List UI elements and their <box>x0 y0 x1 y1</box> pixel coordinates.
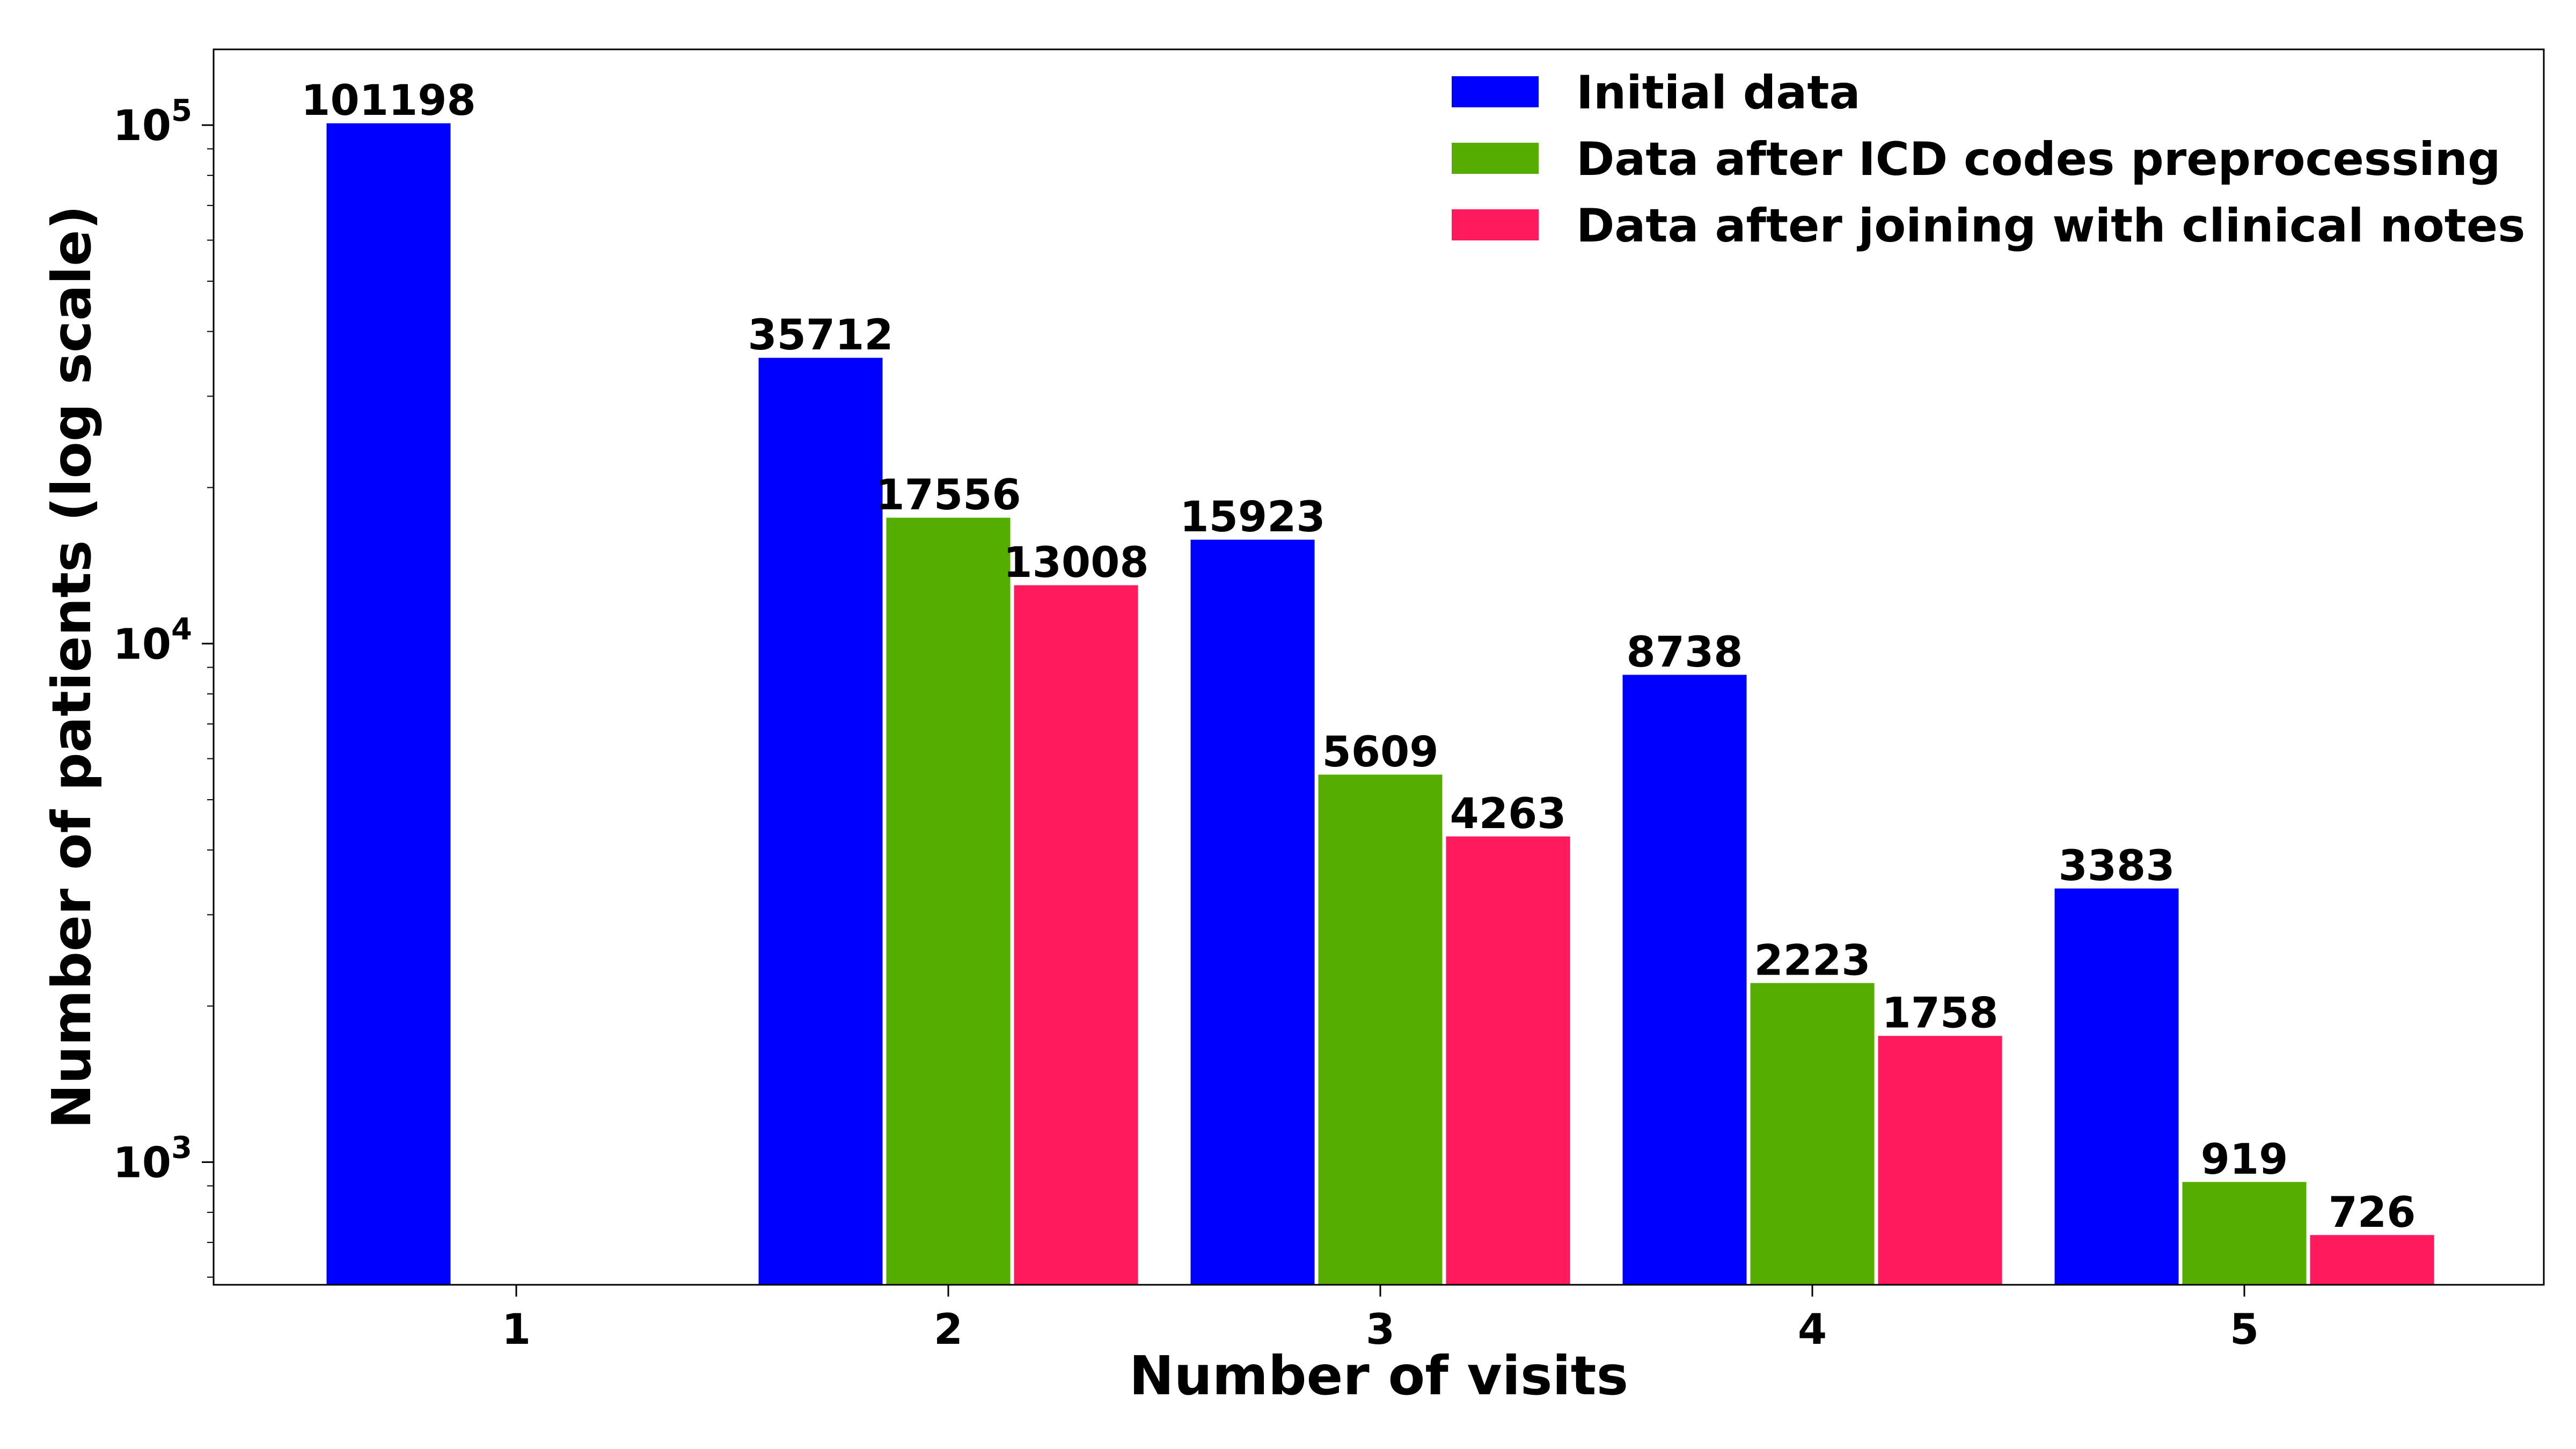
y-tick-label: 104 <box>113 612 192 669</box>
legend-label: Data after joining with clinical notes <box>1576 199 2525 253</box>
bars-group <box>325 121 2436 1286</box>
legend-swatch <box>1452 143 1539 174</box>
bar-value-label: 13008 <box>1003 539 1148 587</box>
bar-series1-visits-3 <box>1189 538 1316 1286</box>
x-axis-title: Number of visits <box>1129 1344 1628 1407</box>
bar-series3-visits-5 <box>2308 1233 2436 1286</box>
bar-series2-visits-4 <box>1748 981 1876 1286</box>
bar-series3-visits-4 <box>1876 1034 2004 1286</box>
bar-value-label: 17556 <box>875 471 1021 519</box>
legend-swatch <box>1452 76 1539 107</box>
bar-value-label: 919 <box>2201 1136 2288 1184</box>
y-tick-exponent: 4 <box>171 612 192 647</box>
bar-series1-visits-1 <box>325 121 452 1286</box>
bar-series3-visits-2 <box>1012 583 1140 1286</box>
bar-value-label: 2223 <box>1754 936 1870 985</box>
bar-value-label: 4263 <box>1450 790 1566 838</box>
legend-swatch <box>1452 209 1539 240</box>
y-tick-exponent: 5 <box>171 93 192 128</box>
bar-series2-visits-3 <box>1316 773 1444 1286</box>
bar-series3-visits-3 <box>1444 835 1572 1286</box>
bar-value-label: 8738 <box>1626 628 1743 677</box>
bar-value-label: 35712 <box>748 311 893 360</box>
bar-value-label: 101198 <box>301 77 476 125</box>
y-tick-base: 10 <box>113 1139 171 1187</box>
bar-value-label: 5609 <box>1322 728 1438 777</box>
bar-series1-visits-4 <box>1621 673 1748 1286</box>
bar-series1-visits-2 <box>757 356 884 1286</box>
bar-series2-visits-2 <box>884 516 1012 1286</box>
bar-series2-visits-5 <box>2180 1180 2308 1286</box>
y-tick-label: 105 <box>113 93 192 150</box>
legend-label: Data after ICD codes preprocessing <box>1576 133 2501 186</box>
bar-series1-visits-5 <box>2053 887 2180 1286</box>
bar-value-label: 1758 <box>1882 990 1998 1038</box>
x-tick-label: 3 <box>1366 1306 1395 1354</box>
bar-value-label: 3383 <box>2058 842 2175 890</box>
y-tick-base: 10 <box>113 620 171 669</box>
bar-value-label: 15923 <box>1180 493 1325 541</box>
x-tick-label: 1 <box>502 1306 531 1354</box>
legend-label: Initial data <box>1576 66 1860 120</box>
bar-value-label: 726 <box>2329 1189 2416 1237</box>
x-tick-label: 2 <box>934 1306 963 1354</box>
x-tick-label: 5 <box>2230 1306 2259 1354</box>
y-tick-base: 10 <box>113 102 171 150</box>
y-tick-label: 103 <box>113 1130 192 1187</box>
x-axis: 1 2 3 4 5 <box>502 1285 2259 1354</box>
plot-frame <box>213 48 2545 1286</box>
y-tick-exponent: 3 <box>171 1130 192 1165</box>
y-axis-title: Number of patients (log scale) <box>40 205 103 1129</box>
legend: Initial data Data after ICD codes preproc… <box>1452 66 2525 253</box>
x-tick-label: 4 <box>1798 1306 1827 1354</box>
